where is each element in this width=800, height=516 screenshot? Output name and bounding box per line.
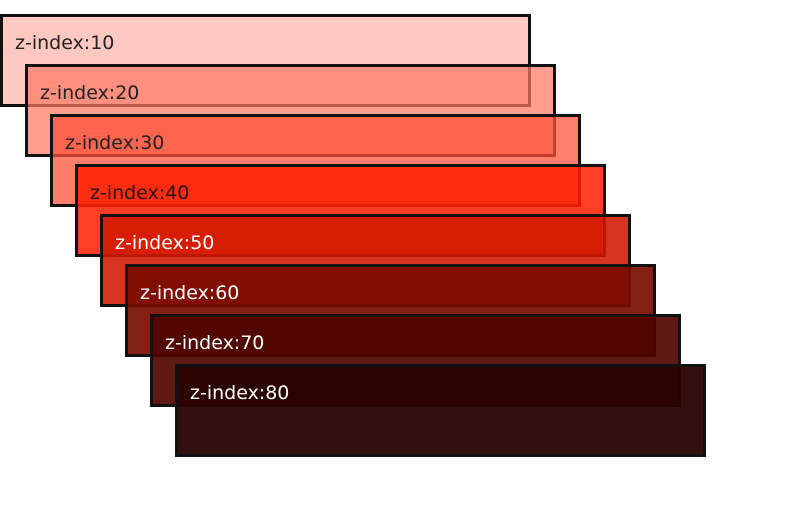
layer-label: z-index:50 (115, 232, 215, 254)
layer-box-z80: z-index:80 (175, 364, 706, 457)
layer-label: z-index:40 (90, 182, 190, 204)
layer-label: z-index:20 (40, 82, 140, 104)
layer-label: z-index:70 (165, 332, 265, 354)
layer-label: z-index:10 (15, 32, 115, 54)
layer-label: z-index:80 (190, 382, 290, 404)
layer-label: z-index:30 (65, 132, 165, 154)
layer-label: z-index:60 (140, 282, 240, 304)
